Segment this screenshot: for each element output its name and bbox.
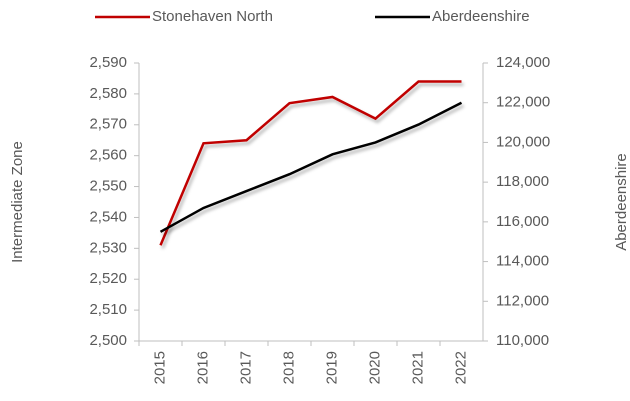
y-tick-label: 2,510 (89, 301, 127, 318)
x-tick-label: 2017 (237, 351, 254, 384)
x-tick-label: 2019 (323, 351, 340, 384)
legend-label: Aberdeenshire (432, 8, 530, 25)
legend-label: Stonehaven North (152, 8, 273, 25)
x-tick-label: 2016 (194, 351, 211, 384)
series-line (159, 80, 462, 246)
y2-tick-label: 120,000 (496, 133, 550, 150)
y-tick-label: 2,560 (89, 147, 127, 164)
y2-tick-label: 124,000 (496, 54, 550, 71)
y-tick-label: 2,540 (89, 208, 127, 225)
y-tick-label: 2,530 (89, 239, 127, 256)
x-tick-label: 2015 (151, 351, 168, 384)
y2-tick-label: 110,000 (496, 332, 549, 349)
y-tick-label: 2,580 (89, 85, 127, 102)
series-line (159, 101, 463, 233)
x-tick-label: 2018 (280, 351, 297, 384)
y2-tick-label: 112,000 (496, 292, 549, 309)
y-axis-title: Intermediate Zone (9, 141, 26, 263)
y-tick-label: 2,590 (89, 54, 127, 71)
x-tick-label: 2020 (366, 351, 383, 384)
y2-tick-label: 116,000 (496, 213, 549, 230)
x-tick-label: 2022 (452, 351, 469, 384)
y2-tick-label: 122,000 (496, 94, 550, 111)
x-tick-label: 2021 (409, 351, 426, 384)
y2-axis-title: Aberdeenshire (613, 153, 630, 251)
y2-tick-label: 118,000 (496, 173, 549, 190)
y2-tick-label: 114,000 (496, 253, 549, 270)
y-tick-label: 2,500 (89, 332, 127, 349)
y-tick-label: 2,520 (89, 270, 127, 287)
y-tick-label: 2,570 (89, 116, 127, 133)
y-tick-label: 2,550 (89, 178, 127, 195)
